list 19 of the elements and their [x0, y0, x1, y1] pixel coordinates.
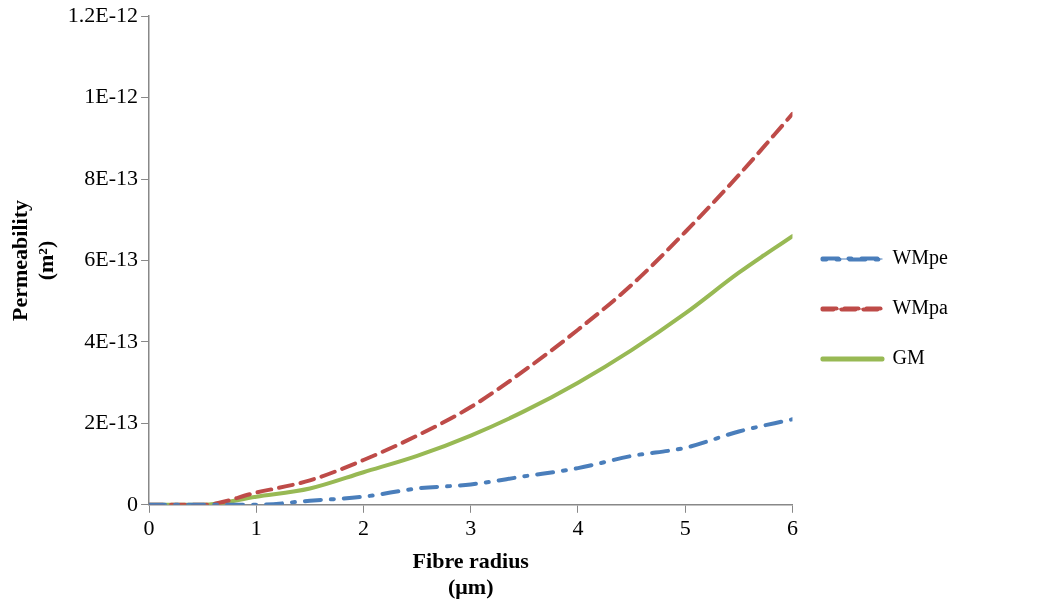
x-tick-label: 0 [143, 514, 155, 540]
x-axis-title: Fibre radius (μm) [412, 548, 530, 600]
legend-label: WMpe [892, 246, 949, 270]
x-tick-label: 2 [358, 514, 370, 540]
legend-label: GM [892, 346, 925, 369]
y-axis-title: Permeability (m²) [6, 200, 59, 321]
x-tick-label: 1 [250, 514, 262, 540]
x-tick-label: 6 [786, 514, 798, 540]
y-tick-label: 2E-13 [84, 409, 139, 435]
x-tick-label: 5 [679, 514, 691, 540]
y-tick-label: 8E-13 [84, 164, 139, 190]
legend-label: WMpa [892, 296, 949, 320]
y-tick-label: 1.2E-12 [67, 1, 139, 27]
y-tick-label: 0 [127, 490, 139, 516]
x-tick-label: 3 [465, 514, 477, 540]
y-tick-label: 6E-13 [84, 246, 139, 272]
y-tick-label: 1E-12 [84, 83, 139, 109]
y-tick-label: 4E-13 [84, 327, 139, 353]
x-tick-label: 4 [572, 514, 584, 540]
